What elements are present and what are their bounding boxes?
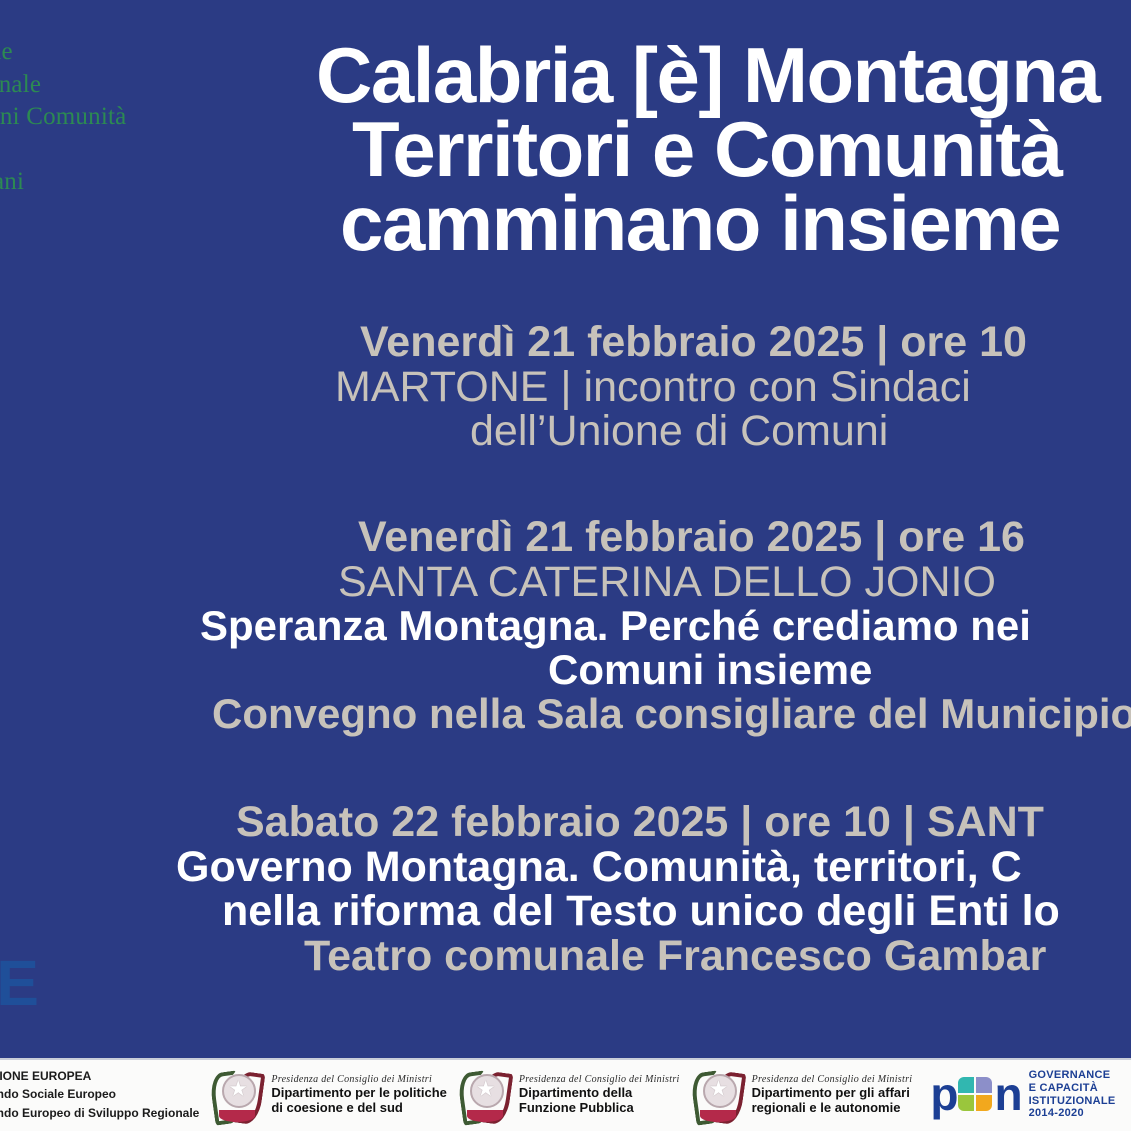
gov-logo-affari-regionali: Presidenza del Consiglio dei Ministri Di… (689, 1066, 913, 1126)
page-title-line-2: Territori e Comunità (352, 105, 1063, 194)
gov-1-dept-line-1: Dipartimento per le politiche (271, 1084, 447, 1100)
uncem-logo: Unione Nazionale Comuni Comunità Enti Mo… (0, 36, 218, 199)
eu-funding-logo: UNIONE EUROPEA Fondo Sociale Europeo Fon… (0, 1067, 199, 1123)
pon-caption-line-2: E CAPACITÀ (1028, 1081, 1098, 1094)
ribbon-icon (466, 1109, 503, 1122)
pon-wordmark: p n (930, 1068, 1022, 1121)
event-3-venue: Teatro comunale Francesco Gambar (304, 932, 1047, 981)
eu-line-3: Fondo Europeo di Sviluppo Regionale (0, 1105, 200, 1120)
pon-letter-p: p (930, 1068, 958, 1121)
italian-republic-emblem-icon (689, 1066, 747, 1126)
gov-2-presidenza: Presidenza del Consiglio dei Ministri (518, 1073, 680, 1085)
event-2-venue: Convegno nella Sala consigliare del Muni… (212, 689, 1131, 737)
pon-caption-line-4: 2014-2020 (1028, 1107, 1084, 1120)
gov-logo-funzione-pubblica-text: Presidenza del Consiglio dei Ministri Di… (519, 1074, 680, 1116)
event-2-title-line-1: Speranza Montagna. Perché crediamo nei (200, 602, 1031, 650)
event-block-1: Venerdì 21 febbraio 2025 | ore 10 MARTON… (0, 320, 1131, 454)
event-2-title-line-2: Comuni insieme (548, 646, 873, 694)
pon-caption-line-1: GOVERNANCE (1028, 1068, 1111, 1081)
ribbon-icon (219, 1109, 256, 1122)
event-1-date: Venerdì 21 febbraio 2025 | ore 10 (360, 318, 1027, 366)
footer-divider (0, 1058, 1131, 1060)
footer-logo-bar: UNIONE EUROPEA Fondo Sociale Europeo Fon… (0, 1058, 1131, 1131)
gov-2-dept-line-1: Dipartimento della (518, 1084, 633, 1100)
uncem-logo-line-1: Unione (0, 38, 13, 65)
event-3-title-line-1: Governo Montagna. Comunità, territori, C (176, 842, 1022, 891)
event-block-3: Sabato 22 febbraio 2025 | ore 10 | SANT … (0, 800, 1131, 979)
uncem-logo-line-2: Nazionale (0, 70, 42, 98)
event-1-place: MARTONE | incontro con Sindaci (335, 362, 971, 411)
gov-logo-coesione-text: Presidenza del Consiglio dei Ministri Di… (271, 1074, 447, 1116)
pon-logo: p n GOVERNANCE E CAPACITÀ ISTITUZIONALE … (930, 1069, 1115, 1121)
ribbon-icon (699, 1109, 736, 1122)
italian-republic-emblem-icon (456, 1066, 514, 1126)
event-1-detail: dell’Unione di Comuni (470, 407, 889, 456)
gov-logo-coesione: Presidenza del Consiglio dei Ministri Di… (208, 1066, 447, 1126)
pon-caption-line-3: ISTITUZIONALE (1028, 1094, 1116, 1107)
pon-letter-n: n (994, 1068, 1022, 1121)
event-2-place: SANTA CATERINA DELLO JONIO (338, 557, 996, 606)
italian-republic-emblem-icon (208, 1066, 266, 1126)
pon-grid-icon (958, 1077, 993, 1112)
gov-1-dept-line-2: di coesione e del sud (271, 1100, 403, 1115)
uncem-logo-line-4: Enti (0, 134, 218, 167)
page-title: Calabria [è] Montagna Territori e Comuni… (316, 31, 1131, 268)
eu-line-1: UNIONE EUROPEA (0, 1068, 92, 1083)
eu-line-2: Fondo Sociale Europeo (0, 1087, 117, 1102)
gov-logo-funzione-pubblica: Presidenza del Consiglio dei Ministri Di… (456, 1066, 680, 1126)
gov-logo-affari-regionali-text: Presidenza del Consiglio dei Ministri Di… (752, 1074, 913, 1116)
gov-1-presidenza: Presidenza del Consiglio dei Ministri (271, 1073, 433, 1085)
event-3-date: Sabato 22 febbraio 2025 | ore 10 | SANT (236, 798, 1044, 846)
event-3-title-line-2: nella riforma del Testo unico degli Enti… (222, 887, 1060, 936)
page-title-line-1: Calabria [è] Montagna (316, 31, 1101, 119)
calabria-europa-logo-label: AE (0, 947, 39, 1019)
event-2-date: Venerdì 21 febbraio 2025 | ore 16 (358, 513, 1025, 561)
gov-2-dept-line-2: Funzione Pubblica (518, 1100, 634, 1115)
event-block-2: Venerdì 21 febbraio 2025 | ore 16 SANTA … (0, 515, 1131, 735)
pon-caption: GOVERNANCE E CAPACITÀ ISTITUZIONALE 2014… (1029, 1069, 1116, 1121)
uncem-logo-line-5: Montani (0, 168, 25, 195)
gov-3-dept-line-2: regionali e le autonomie (751, 1100, 901, 1115)
page-title-line-3: camminano insieme (340, 179, 1062, 268)
uncem-logo-line-3: Comuni Comunità (0, 103, 127, 130)
gov-3-presidenza: Presidenza del Consiglio dei Ministri (751, 1073, 913, 1085)
calabria-europa-logo: AE (0, 946, 252, 1087)
gov-3-dept-line-1: Dipartimento per gli affari (751, 1084, 910, 1100)
